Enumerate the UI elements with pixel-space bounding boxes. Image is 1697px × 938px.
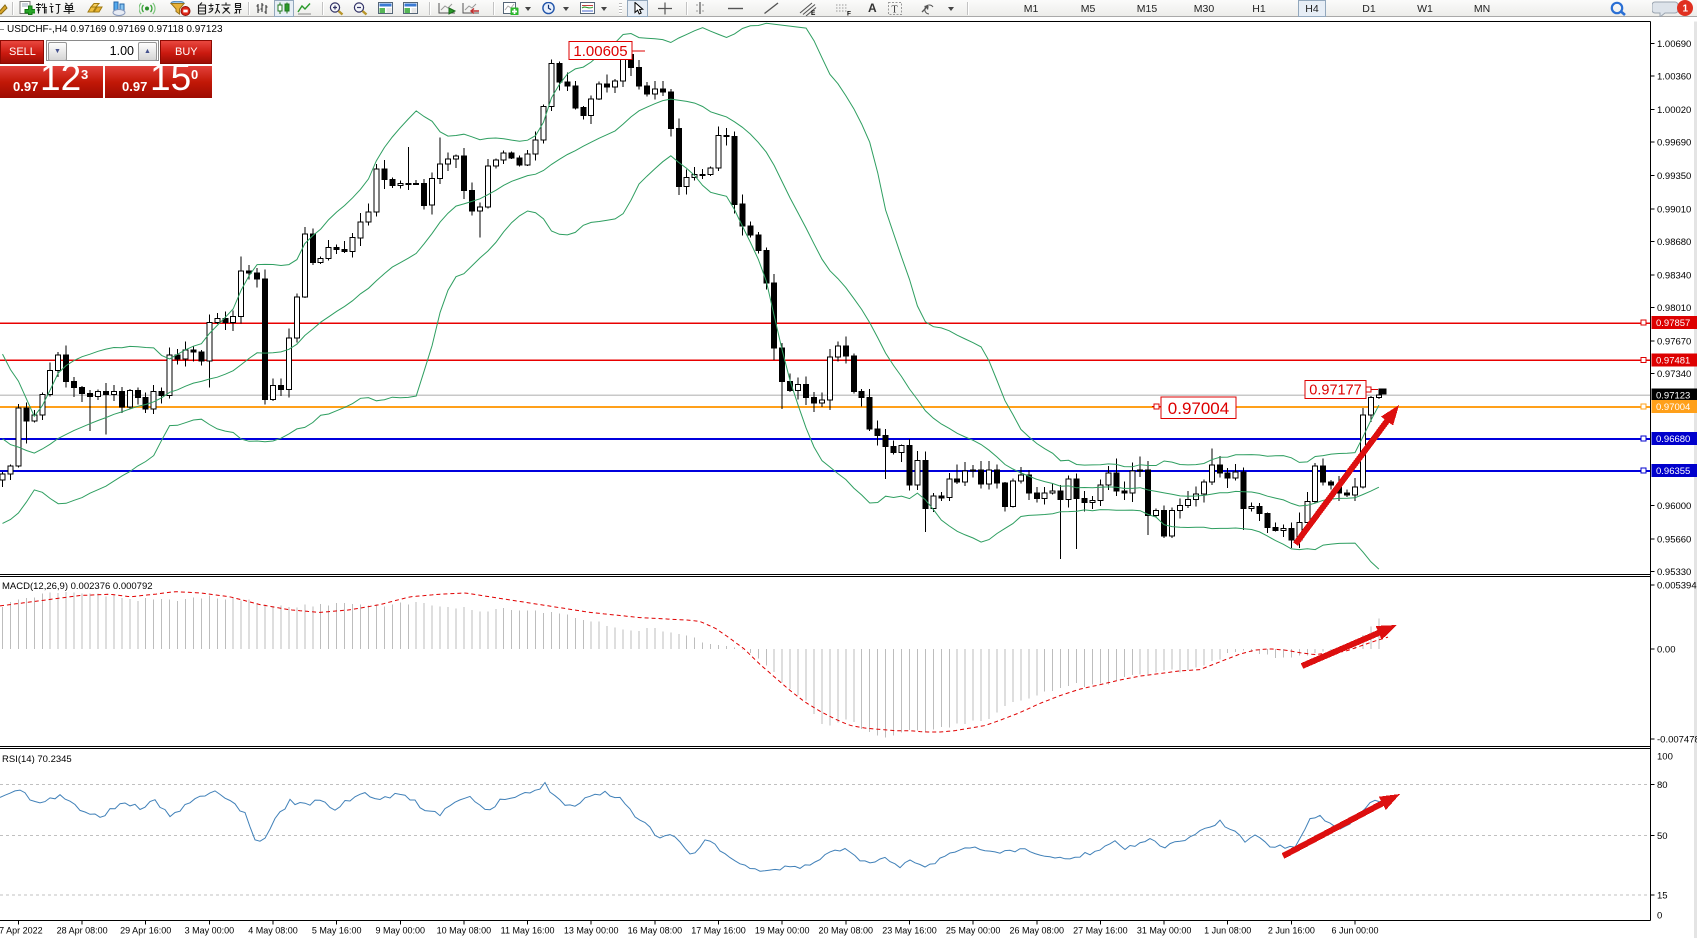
svg-text:100: 100 [1657,752,1673,763]
svg-text:0.97857: 0.97857 [1656,318,1690,329]
svg-text:1.00690: 1.00690 [1657,39,1691,50]
svg-text:16 May 08:00: 16 May 08:00 [628,926,683,936]
svg-text:4 May 08:00: 4 May 08:00 [248,926,298,936]
svg-text:T: T [892,5,898,16]
svg-text:0.95330: 0.95330 [1657,567,1691,578]
svg-text:0.98340: 0.98340 [1657,271,1691,282]
svg-text:1.00605: 1.00605 [573,43,627,60]
svg-text:1: 1 [1683,4,1689,15]
svg-text:23 May 16:00: 23 May 16:00 [882,926,937,936]
svg-text:9 May 00:00: 9 May 00:00 [376,926,426,936]
svg-text:0.99010: 0.99010 [1657,205,1691,216]
svg-text:0.97340: 0.97340 [1657,369,1691,380]
svg-text:0.96680: 0.96680 [1656,434,1690,445]
svg-text:2 Jun 16:00: 2 Jun 16:00 [1268,926,1315,936]
svg-text:13 May 00:00: 13 May 00:00 [564,926,619,936]
svg-text:0.96355: 0.96355 [1656,466,1690,477]
svg-text:26 May 08:00: 26 May 08:00 [1010,926,1065,936]
svg-text:0.98680: 0.98680 [1657,237,1691,248]
svg-text:80: 80 [1657,780,1668,791]
svg-text:0.99350: 0.99350 [1657,171,1691,182]
svg-text:25 May 00:00: 25 May 00:00 [946,926,1001,936]
svg-text:15: 15 [1657,891,1668,902]
svg-text:3 May 00:00: 3 May 00:00 [185,926,235,936]
svg-text:17 May 16:00: 17 May 16:00 [691,926,746,936]
svg-text:0.97123: 0.97123 [1656,391,1690,402]
svg-text:20 May 08:00: 20 May 08:00 [819,926,874,936]
svg-text:31 May 00:00: 31 May 00:00 [1137,926,1192,936]
svg-text:28 Apr 08:00: 28 Apr 08:00 [57,926,108,936]
svg-text:0.00: 0.00 [1657,644,1676,655]
svg-text:0.97004: 0.97004 [1656,402,1690,413]
svg-text:MACD(12,26,9) 0.002376 0.00079: MACD(12,26,9) 0.002376 0.000792 [2,581,153,592]
svg-text:0.97004: 0.97004 [1168,399,1229,418]
svg-text:10 May 08:00: 10 May 08:00 [437,926,492,936]
svg-text:0: 0 [1657,911,1662,922]
svg-text:1.00020: 1.00020 [1657,105,1691,116]
svg-text:19 May 00:00: 19 May 00:00 [755,926,810,936]
svg-text:27 May 16:00: 27 May 16:00 [1073,926,1128,936]
svg-text:1.00360: 1.00360 [1657,72,1691,83]
svg-text:0.95660: 0.95660 [1657,535,1691,546]
svg-text:1 Jun 08:00: 1 Jun 08:00 [1204,926,1251,936]
svg-text:0.97481: 0.97481 [1656,355,1690,366]
svg-text:0.005394: 0.005394 [1657,581,1697,592]
svg-text:USDCHF-,H4 0.97169 0.97169 0.: USDCHF-,H4 0.97169 0.97169 0.97118 0.971… [7,24,223,35]
svg-text:E: E [811,10,816,16]
svg-text:50: 50 [1657,831,1668,842]
svg-text:0.99690: 0.99690 [1657,138,1691,149]
svg-text:0.96000: 0.96000 [1657,501,1691,512]
svg-text:27 Apr 2022: 27 Apr 2022 [0,926,43,936]
svg-text:6 Jun 00:00: 6 Jun 00:00 [1331,926,1378,936]
svg-text:0.97177: 0.97177 [1309,383,1361,399]
svg-text:0.97670: 0.97670 [1657,337,1691,348]
svg-text:11 May 16:00: 11 May 16:00 [501,926,555,936]
svg-text:-0.007478: -0.007478 [1657,735,1697,746]
svg-text:0.98010: 0.98010 [1657,303,1691,314]
svg-text:RSI(14) 70.2345: RSI(14) 70.2345 [2,754,72,765]
svg-text:F: F [847,11,851,17]
svg-text:29 Apr 16:00: 29 Apr 16:00 [120,926,171,936]
svg-text:5 May 16:00: 5 May 16:00 [312,926,362,936]
